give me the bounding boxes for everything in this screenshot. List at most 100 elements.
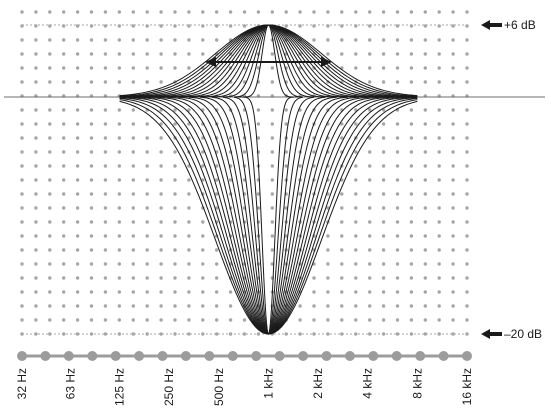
grid-dot [451, 122, 455, 126]
grid-dot [395, 248, 400, 252]
grid-dot [89, 150, 94, 154]
grid-dot [451, 332, 455, 336]
grid-dot [284, 234, 288, 238]
grid-dot [62, 66, 66, 70]
grid-dot [437, 108, 441, 112]
grid-dot [145, 150, 149, 154]
grid-dot [451, 66, 455, 70]
grid-dot [354, 66, 358, 70]
grid-dot [131, 276, 135, 280]
grid-dot [48, 262, 52, 266]
grid-dot [34, 178, 38, 182]
grid-dot [368, 178, 372, 182]
grid-dot [340, 206, 344, 210]
grid-dot [437, 38, 441, 42]
x-axis-dot [415, 351, 426, 361]
grid-dot [20, 220, 24, 224]
grid-dot [451, 24, 455, 28]
grid-dot [312, 276, 316, 280]
grid-dot [298, 304, 302, 308]
grid-dot [34, 206, 38, 210]
grid-dot [215, 192, 219, 196]
grid-dot [89, 136, 94, 140]
grid-dot [381, 206, 386, 210]
grid-dot [187, 304, 191, 308]
grid-dot [131, 262, 135, 266]
grid-dot [381, 122, 386, 126]
x-tick-label: 2 kHz [311, 368, 325, 399]
grid-dot [340, 10, 344, 14]
grid-dot [465, 164, 469, 168]
grid-dot [131, 108, 135, 112]
grid-dot [465, 150, 469, 154]
grid-dot [20, 206, 24, 210]
grid-dot [270, 10, 274, 14]
grid-dot [159, 136, 163, 140]
grid-dot [75, 10, 80, 14]
grid-dot [423, 150, 427, 154]
grid-dot [409, 178, 414, 182]
grid-dot [145, 52, 149, 56]
x-tick-label: 4 kHz [361, 368, 375, 399]
grid-dot [62, 164, 66, 168]
grid-dot [48, 38, 52, 42]
grid-dot [201, 318, 205, 322]
grid-dot [228, 136, 233, 140]
grid-dot [75, 108, 80, 112]
grid-dot [34, 304, 38, 308]
grid-dot [159, 38, 163, 42]
grid-dot [381, 150, 386, 154]
grid-dot [117, 136, 122, 140]
cut-curve [132, 96, 405, 335]
grid-dot [89, 304, 94, 308]
grid-dot [437, 66, 441, 70]
boost-curve [119, 24, 418, 97]
grid-dot [20, 136, 24, 140]
grid-dot [117, 10, 122, 14]
grid-dot [228, 10, 233, 14]
grid-dot [103, 220, 108, 224]
grid-dot [159, 290, 163, 294]
grid-dot [159, 150, 163, 154]
x-axis-dot [438, 351, 449, 361]
grid-dot [395, 220, 400, 224]
grid-dot [62, 178, 66, 182]
grid-dot [340, 276, 344, 280]
grid-dot [20, 178, 24, 182]
grid-dot [103, 150, 108, 154]
grid-dot [423, 136, 427, 140]
grid-dot [437, 248, 441, 252]
grid-dot [145, 276, 149, 280]
grid-dot [145, 318, 149, 322]
grid-dot [395, 318, 400, 322]
grid-dot [381, 262, 386, 266]
grid-dot [368, 80, 372, 84]
arrow-head-right [321, 57, 332, 67]
grid-dot [298, 136, 302, 140]
grid-dot [103, 122, 108, 126]
grid-dot [270, 136, 274, 140]
grid-dot [465, 220, 469, 224]
grid-dot [270, 206, 274, 210]
grid-dot [270, 262, 274, 266]
grid-dot [131, 10, 135, 14]
grid-dot [395, 206, 400, 210]
grid-dot [298, 192, 302, 196]
grid-dot [20, 192, 24, 196]
grid-dot [368, 206, 372, 210]
grid-dot [437, 122, 441, 126]
grid-dot [131, 248, 135, 252]
grid-dot [173, 38, 177, 42]
grid-dot [423, 10, 427, 14]
grid-dot [340, 136, 344, 140]
grid-dot [75, 276, 80, 280]
grid-dot [326, 10, 330, 14]
x-tick-label: 8 kHz [410, 368, 424, 399]
grid-dot [465, 262, 469, 266]
grid-dot [465, 66, 469, 70]
grid-dot [423, 332, 427, 336]
grid-dot [381, 80, 386, 84]
grid-dot [381, 192, 386, 196]
grid-dot [117, 122, 122, 126]
grid-dot [465, 206, 469, 210]
